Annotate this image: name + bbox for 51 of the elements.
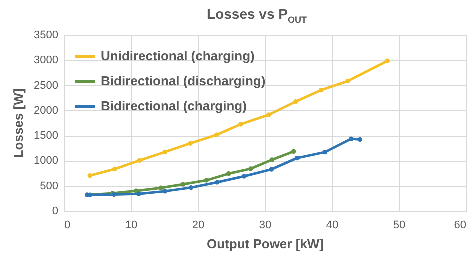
point [180, 182, 186, 187]
point [385, 58, 390, 64]
point [270, 158, 275, 162]
x-tick-label: 10 [125, 220, 138, 232]
point [266, 112, 272, 118]
point [136, 192, 142, 196]
y-tick-label: 0 [52, 206, 58, 218]
point [269, 167, 274, 172]
y-tick-label: 3500 [34, 30, 58, 42]
x-tick-label: 50 [393, 220, 406, 232]
y-tick-label: 1000 [34, 155, 58, 168]
point [248, 166, 254, 172]
legend-label: Unidirectional (charging) [101, 48, 255, 64]
x-tick-label: 30 [259, 220, 272, 232]
point [137, 158, 142, 164]
x-tick-label: 0 [64, 220, 71, 232]
point [162, 150, 168, 155]
y-tick-label: 2000 [34, 104, 58, 117]
point [188, 185, 194, 190]
x-tick-label: 20 [192, 220, 205, 232]
legend-label: Bidirectional (charging) [101, 98, 247, 114]
x-axis-title: Output Power [kW] [207, 236, 324, 252]
point [238, 122, 244, 127]
point [188, 141, 193, 146]
y-axis-title: Losses [W] [11, 88, 26, 158]
point [134, 188, 139, 194]
legend-label: Bidirectional (discharging) [101, 74, 266, 88]
point [215, 180, 220, 185]
point [318, 88, 324, 93]
x-tick-label: 60 [454, 220, 466, 232]
point [214, 132, 220, 138]
point [242, 174, 247, 179]
point [291, 149, 296, 154]
point [349, 136, 354, 142]
chart-title: Losses vs P$_{OUT}$ [206, 5, 308, 27]
y-tick-label: 1500 [34, 130, 58, 142]
point [358, 137, 362, 142]
y-tick-label: 3000 [34, 54, 58, 67]
point [293, 100, 298, 104]
point [346, 78, 350, 84]
point [226, 172, 232, 176]
y-tick-label: 2500 [34, 80, 58, 92]
point [112, 166, 118, 172]
point [204, 178, 210, 183]
point [322, 150, 328, 155]
point [162, 189, 168, 194]
y-tick-label: 500 [40, 180, 58, 192]
point [88, 173, 92, 178]
point [294, 156, 300, 161]
point [158, 186, 164, 190]
x-tick-label: 40 [326, 220, 339, 232]
